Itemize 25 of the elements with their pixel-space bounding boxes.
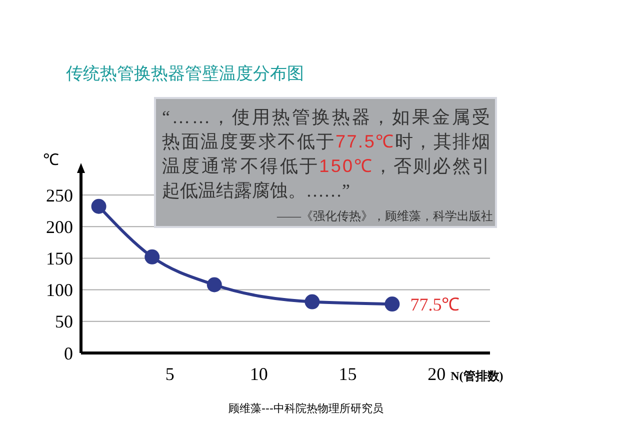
y-tick-label: 0 bbox=[64, 343, 73, 364]
text: 热面温度要求不低于77.5℃时，其排烟 bbox=[162, 132, 490, 152]
x-tick-label: 10 bbox=[250, 364, 268, 384]
point bbox=[384, 296, 400, 312]
x-tick-label: 5 bbox=[165, 364, 174, 384]
chart-title: 传统热管换热器管壁温度分布图 bbox=[66, 64, 304, 84]
y-tick-label: 100 bbox=[46, 280, 73, 300]
point bbox=[304, 294, 320, 310]
text: “……，使用热管换热器，如果金属受 bbox=[162, 107, 490, 127]
point bbox=[144, 249, 160, 264]
x-axis-title: N(管排数) bbox=[450, 369, 504, 383]
y-tick-label: 200 bbox=[46, 216, 73, 237]
point bbox=[206, 277, 222, 292]
y-tick-label: 250 bbox=[46, 185, 73, 206]
text: 顾维藻---中科院热物理所研究员 bbox=[228, 402, 384, 415]
text: 温度通常不得低于150℃，否则必然引 bbox=[162, 156, 490, 176]
x-tick-label: 20 bbox=[428, 364, 446, 384]
annotation: 77.5℃ bbox=[410, 294, 460, 314]
annotation: 起低温结露腐蚀。……” bbox=[162, 180, 350, 200]
y-axis-title: ℃ bbox=[43, 152, 59, 169]
annotation: ——《强化传热》，顾维藻，科学出版社 bbox=[276, 209, 493, 223]
y-tick-label: 50 bbox=[55, 312, 73, 332]
y-tick-label: 150 bbox=[46, 248, 73, 268]
x-tick-label: 15 bbox=[338, 364, 357, 384]
point bbox=[91, 198, 106, 214]
